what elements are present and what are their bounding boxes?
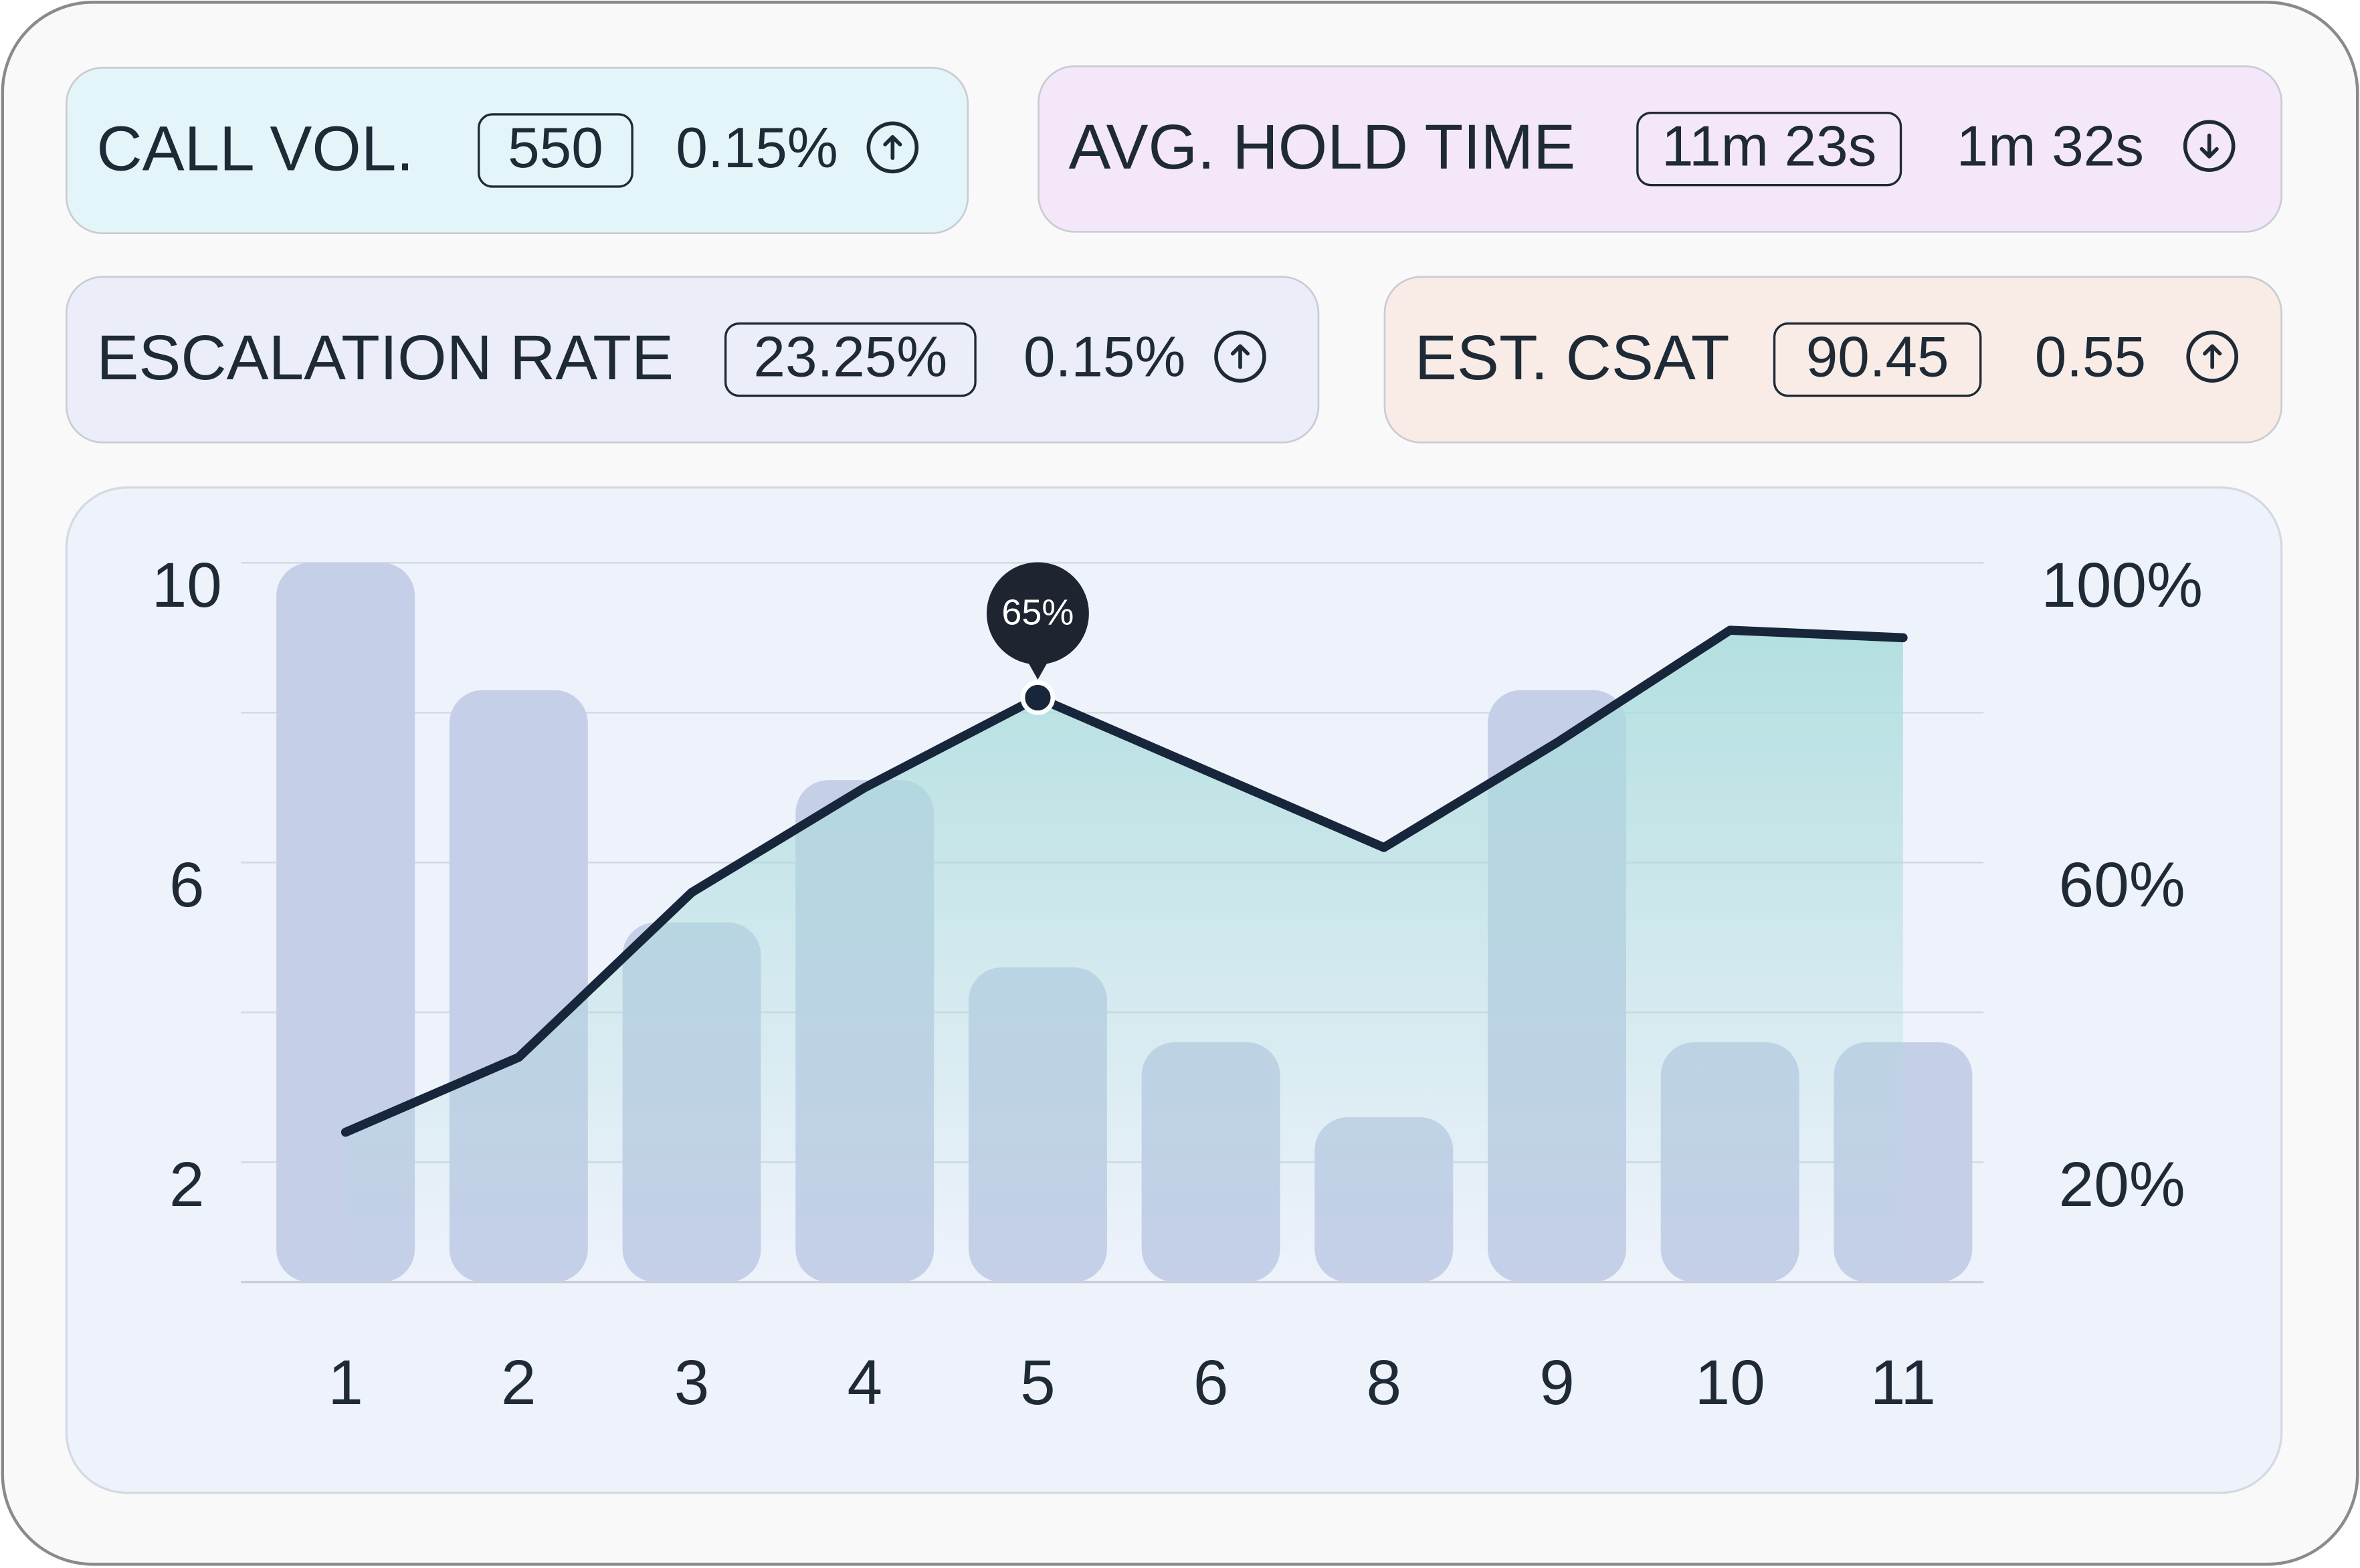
x-tick-label: 4 xyxy=(847,1347,882,1418)
kpi-trend-arrow xyxy=(2203,344,2222,369)
kpi-change: 0.15% xyxy=(1023,325,1185,389)
kpi-value: 11m 23s xyxy=(1662,115,1876,179)
tooltip-text: 65% xyxy=(1001,592,1074,632)
y-tick-label: 2 xyxy=(169,1149,205,1220)
y-tick-label: 6 xyxy=(169,850,205,920)
kpi-value-pill xyxy=(478,113,633,188)
kpi-value-pill xyxy=(1773,322,1982,397)
kpi-change: 0.55 xyxy=(2035,325,2146,389)
x-tick-label: 8 xyxy=(1367,1347,1402,1418)
kpi-change: 1m 32s xyxy=(1957,115,2144,179)
line-area xyxy=(345,630,1903,1282)
kpi-label: AVG. HOLD TIME xyxy=(1069,112,1576,183)
kpi-trend-arrow xyxy=(2199,133,2219,159)
kpi-trend-icon xyxy=(1214,330,1266,383)
kpi-value: 550 xyxy=(508,116,603,180)
kpi-value-pill xyxy=(724,322,977,397)
kpi-trend-icon xyxy=(2183,120,2236,173)
kpi-card xyxy=(1038,65,2282,233)
kpi-trend-icon xyxy=(2186,330,2238,383)
kpi-value-pill xyxy=(1636,112,1902,187)
bar xyxy=(276,563,415,1282)
y2-tick-label: 100% xyxy=(2041,550,2203,621)
x-tick-label: 1 xyxy=(328,1347,363,1418)
x-tick-label: 3 xyxy=(674,1347,710,1418)
kpi-card xyxy=(66,276,1320,444)
line xyxy=(340,625,1908,1137)
kpi-trend-arrow xyxy=(1230,344,1250,369)
x-tick-label: 5 xyxy=(1020,1347,1056,1418)
kpi-trend-arrow xyxy=(883,134,902,161)
kpi-value: 23.25% xyxy=(753,325,947,389)
kpi-card xyxy=(66,66,969,235)
kpi-value: 90.45 xyxy=(1806,325,1949,389)
kpi-card xyxy=(1383,276,2282,444)
kpi-label: CALL VOL. xyxy=(96,113,413,184)
y2-tick-label: 20% xyxy=(2059,1149,2185,1220)
x-tick-label: 2 xyxy=(501,1347,536,1418)
x-tick-label: 10 xyxy=(1695,1347,1765,1418)
y2-tick-label: 60% xyxy=(2059,850,2185,920)
kpi-label: ESCALATION RATE xyxy=(96,322,674,393)
x-tick-label: 9 xyxy=(1539,1347,1575,1418)
tooltip-bubble xyxy=(986,562,1089,665)
kpi-label: EST. CSAT xyxy=(1415,322,1730,393)
y-tick-label: 10 xyxy=(152,550,222,621)
kpi-change: 0.15% xyxy=(676,116,838,180)
x-tick-label: 6 xyxy=(1193,1347,1229,1418)
kpi-trend-icon xyxy=(866,121,919,174)
x-tick-label: 11 xyxy=(1870,1347,1936,1418)
highlight-point xyxy=(1020,680,1056,715)
